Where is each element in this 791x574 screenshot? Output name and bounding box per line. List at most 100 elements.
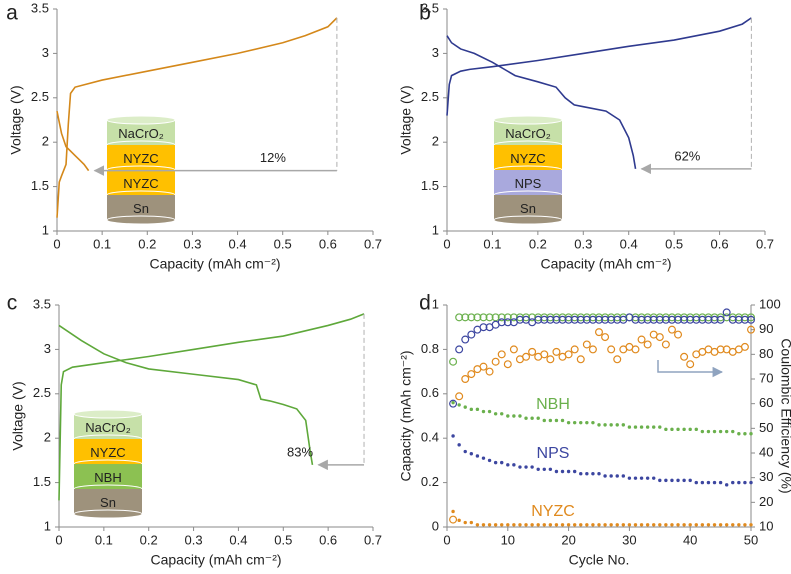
y-axis-title: Voltage (V) [8, 85, 24, 154]
stack-label: NPS [515, 176, 542, 191]
capacity-point [487, 458, 492, 463]
capacity-point [743, 523, 747, 527]
efficiency-point [740, 342, 749, 351]
efficiency-point [449, 357, 458, 366]
capacity-point [524, 523, 528, 527]
capacity-point [700, 523, 705, 527]
capacity-point [493, 460, 498, 465]
capacity-point [658, 523, 662, 527]
capacity-point [737, 432, 741, 436]
capacity-point [554, 418, 559, 423]
x-tick-label: 20 [561, 532, 575, 547]
capacity-point [530, 416, 534, 420]
efficiency-point [522, 352, 531, 361]
capacity-point [457, 403, 461, 407]
capacity-point [591, 420, 595, 425]
capacity-point [688, 478, 692, 483]
stack-edge [106, 215, 176, 225]
y-tick-label: 0 [432, 518, 439, 533]
efficiency-point [680, 352, 689, 361]
capacity-point [621, 474, 626, 478]
stack-label: NYZC [510, 151, 545, 166]
efficiency-point [607, 345, 616, 354]
x-tick-label: 0.5 [274, 236, 292, 251]
capacity-point [579, 523, 583, 527]
capacity-point [566, 523, 571, 527]
efficiency-point [503, 318, 512, 327]
capacity-point [481, 409, 486, 414]
capacity-point [548, 467, 553, 471]
capacity-point [591, 523, 595, 527]
efficiency-point [449, 515, 458, 524]
capacity-point [603, 474, 607, 478]
efficiency-point [655, 315, 664, 324]
capacity-point [724, 483, 729, 487]
efficiency-point [455, 345, 464, 354]
capacity-point [609, 423, 613, 427]
x-tick-label: 0.5 [274, 532, 292, 547]
capacity-point [694, 427, 698, 432]
capacity-point [664, 478, 668, 483]
capacity-point [536, 467, 540, 471]
x-tick-label: 0.6 [319, 532, 337, 547]
efficiency-point [746, 325, 755, 334]
efficiency-point [461, 313, 470, 322]
capacity-point [749, 480, 753, 485]
efficiency-point [540, 350, 549, 359]
efficiency-point [503, 360, 512, 369]
x-tick-label: 0.1 [95, 532, 113, 547]
capacity-point [518, 414, 522, 418]
x-tick-label: 30 [622, 532, 636, 547]
retention-label: 83% [287, 444, 313, 459]
voltage-curve [446, 35, 637, 169]
efficiency-point [734, 315, 743, 324]
panel-label: a [6, 2, 18, 25]
capacity-point [652, 476, 656, 480]
efficiency-point [576, 355, 585, 364]
stack-label: Sn [520, 201, 536, 216]
x-axis-title: Capacity (mAh cm⁻²) [149, 256, 280, 272]
capacity-point [615, 523, 619, 527]
y-tick-label: 1 [432, 296, 439, 311]
capacity-point [572, 469, 577, 474]
stack-edge [493, 215, 563, 225]
capacity-point [664, 427, 668, 432]
efficiency-point [528, 347, 537, 356]
capacity-point [731, 523, 735, 527]
capacity-point [718, 480, 723, 485]
capacity-point [585, 472, 589, 476]
capacity-point [512, 463, 516, 467]
stack-label: Sn [100, 495, 116, 510]
efficiency-point [613, 315, 622, 324]
x-axis-title: Capacity (mAh cm⁻²) [150, 552, 281, 568]
efficiency-point [479, 362, 488, 371]
y-tick-label: 3.5 [31, 0, 49, 15]
efficiency-point [716, 315, 725, 324]
efficiency-point [461, 375, 470, 384]
x-tick-label: 10 [501, 532, 515, 547]
efficiency-point [686, 315, 695, 324]
capacity-point [724, 429, 729, 434]
capacity-point [676, 478, 680, 483]
x-tick-label: 50 [744, 532, 758, 547]
capacity-point [500, 523, 504, 527]
capacity-point [506, 523, 510, 527]
ce-arrow [657, 360, 724, 378]
efficiency-point [704, 315, 713, 324]
series-label: NYZC [531, 503, 575, 520]
efficiency-point [455, 313, 464, 322]
efficiency-point [576, 315, 585, 324]
capacity-point [548, 418, 553, 423]
y-tick-label: 0.8 [421, 341, 439, 356]
y-tick-label: 2 [42, 134, 49, 149]
efficiency-point [667, 325, 676, 334]
y-tick-label: 1.5 [33, 474, 51, 489]
x-tick-label: 0.4 [229, 532, 247, 547]
capacity-point [451, 434, 455, 438]
capacity-point [676, 427, 680, 432]
capacity-point [512, 414, 516, 418]
capacity-point [463, 449, 467, 454]
capacity-point [749, 523, 753, 527]
y-tick-label: 2 [432, 134, 439, 149]
efficiency-point [680, 315, 689, 324]
